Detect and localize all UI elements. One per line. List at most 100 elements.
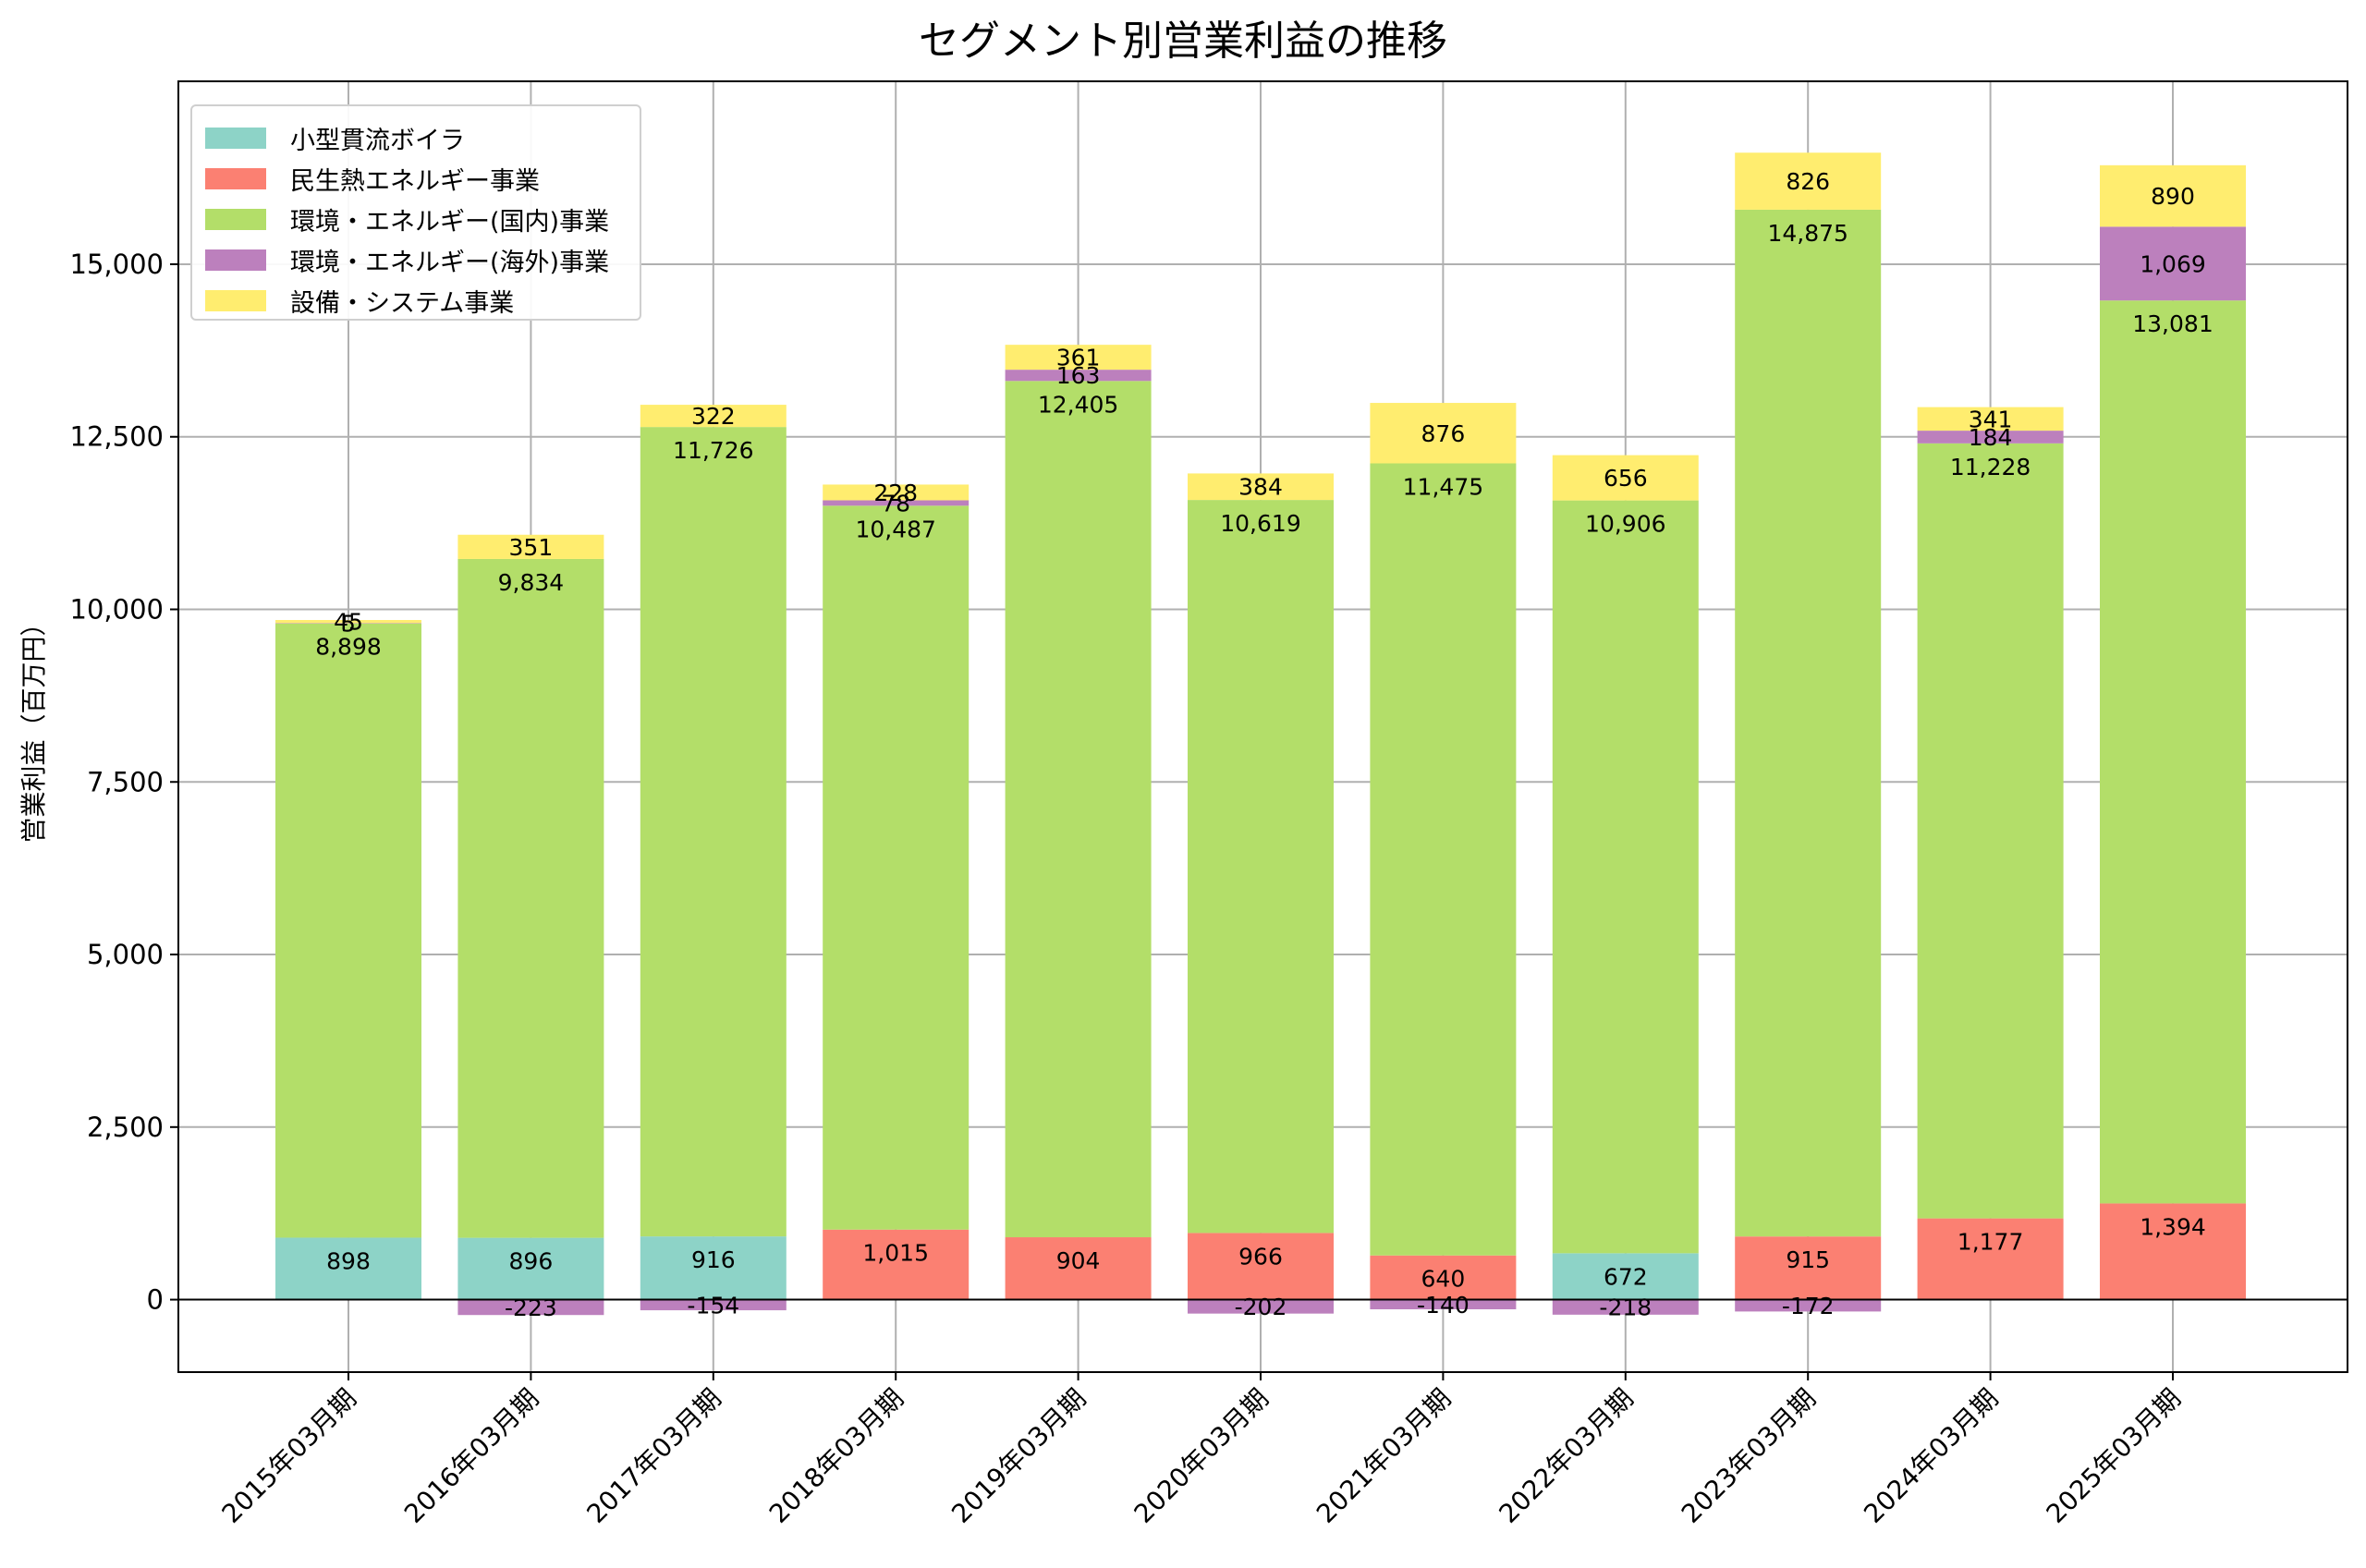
data-label: -202: [1235, 1294, 1287, 1320]
data-label: 916: [691, 1246, 736, 1273]
data-label: -154: [687, 1292, 739, 1319]
x-tick-label: 2023年03月期: [1676, 1383, 1822, 1529]
data-label: 11,228: [1950, 454, 2031, 480]
data-label: 361: [1056, 345, 1101, 371]
x-tick-label: 2017年03月期: [580, 1383, 726, 1529]
bar-segment: [1552, 1253, 1699, 1300]
data-label: 915: [1786, 1246, 1830, 1273]
data-label: 890: [2151, 183, 2195, 210]
bar-segment: [1917, 431, 2064, 444]
data-label: 826: [1786, 168, 1830, 195]
x-tick-label: 2018年03月期: [763, 1383, 909, 1529]
data-label: 45: [334, 609, 363, 636]
data-label: 8,898: [315, 634, 382, 661]
y-tick-label: 12,500: [70, 421, 164, 453]
legend-label: 環境・エネルギー(海外)事業: [290, 248, 610, 277]
y-tick-label: 15,000: [70, 249, 164, 280]
bar-segment: [1370, 403, 1517, 464]
bar-segment: [457, 1237, 604, 1300]
legend-item: 環境・エネルギー(国内)事業: [205, 201, 609, 237]
bar-segment: [1005, 1237, 1152, 1300]
data-label: 1,015: [862, 1240, 929, 1267]
x-tick-label: 2015年03月期: [216, 1383, 362, 1529]
y-tick-label: 0: [147, 1284, 164, 1316]
data-label: 322: [691, 403, 736, 430]
data-label: 11,726: [673, 437, 753, 464]
data-label: 163: [1056, 362, 1101, 389]
bar-segment: [1917, 1218, 2064, 1300]
bar-segment: [640, 405, 787, 428]
plot-frame: [177, 80, 2348, 1373]
bar-segment: [457, 558, 604, 1238]
bar-segment: [2100, 226, 2246, 301]
data-label: 351: [509, 534, 554, 561]
x-tick-label: 2019年03月期: [945, 1383, 1092, 1529]
bar-segment: [823, 505, 970, 1230]
data-label: 966: [1238, 1243, 1283, 1270]
bar-segment: [1188, 473, 1334, 501]
legend-label: 設備・システム事業: [290, 288, 515, 318]
bar-segment: [1917, 443, 2064, 1219]
bar-segment: [2100, 1203, 2246, 1300]
bar-segment: [275, 623, 421, 624]
data-label: 384: [1238, 474, 1283, 501]
legend: 小型貫流ボイラ民生熱エネルギー事業環境・エネルギー(国内)事業 環境・エネルギー(…: [190, 104, 641, 321]
bar-segment: [1735, 209, 1882, 1237]
bar-segment: [1005, 370, 1152, 382]
legend-label: 民生熱エネルギー事業: [290, 166, 540, 196]
data-label: 12,405: [1038, 391, 1118, 418]
data-label: 656: [1604, 465, 1648, 492]
data-label: 10,906: [1585, 511, 1665, 538]
legend-item: 民生熱エネルギー事業: [205, 160, 540, 197]
x-tick-label: 2020年03月期: [1128, 1383, 1274, 1529]
legend-item: 環境・エネルギー(海外)事業: [205, 241, 609, 278]
x-tick-label: 2016年03月期: [398, 1383, 544, 1529]
data-label: 9,834: [498, 569, 565, 596]
bar-segment: [275, 623, 421, 1238]
bar-segment: [640, 1236, 787, 1300]
legend-label: 小型貫流ボイラ: [290, 126, 465, 155]
legend-item: 小型貫流ボイラ: [205, 119, 465, 156]
bar-segment: [640, 1299, 787, 1311]
bar-segment: [1188, 500, 1334, 1234]
data-label: 78: [881, 490, 910, 517]
data-label: -223: [505, 1295, 557, 1321]
data-label: 184: [1969, 424, 2013, 451]
y-tick-label: 7,500: [87, 766, 164, 797]
data-label: 228: [873, 480, 918, 506]
data-label: 1,177: [1957, 1229, 2024, 1256]
data-label: 5: [341, 611, 356, 638]
data-label: 14,875: [1767, 220, 1848, 247]
data-label: 904: [1056, 1247, 1101, 1274]
data-label: 640: [1421, 1266, 1466, 1293]
bar-segment: [275, 620, 421, 624]
x-tick-label: 2021年03月期: [1311, 1383, 1457, 1529]
bar-segment: [275, 1237, 421, 1300]
bar-segment: [1370, 1299, 1517, 1310]
data-label: 10,487: [855, 516, 935, 542]
chart-title: セグメント別営業利益の推移: [919, 18, 1447, 65]
bar-segment: [640, 427, 787, 1237]
bar-layer: [275, 152, 2246, 1316]
legend-swatch: [205, 127, 266, 149]
data-label: 1,394: [2140, 1213, 2206, 1240]
bar-segment: [1552, 1299, 1699, 1315]
y-tick-label: 2,500: [87, 1112, 164, 1143]
data-label: 13,081: [2132, 310, 2213, 337]
bar-segment: [1552, 500, 1699, 1254]
bar-segment: [1917, 407, 2064, 432]
y-tick-label: 10,000: [70, 594, 164, 626]
x-tick-label: 2025年03月期: [2041, 1383, 2187, 1529]
data-label: 672: [1604, 1263, 1648, 1290]
legend-swatch: [205, 289, 266, 311]
bar-segment: [1188, 1299, 1334, 1314]
bar-segment: [1005, 345, 1152, 371]
bar-segment: [1005, 381, 1152, 1238]
legend-label: 環境・エネルギー(国内)事業: [290, 207, 610, 237]
data-label: 341: [1969, 406, 2013, 432]
bar-segment: [2100, 164, 2246, 227]
bar-segment: [823, 484, 970, 501]
bar-segment: [823, 1229, 970, 1300]
